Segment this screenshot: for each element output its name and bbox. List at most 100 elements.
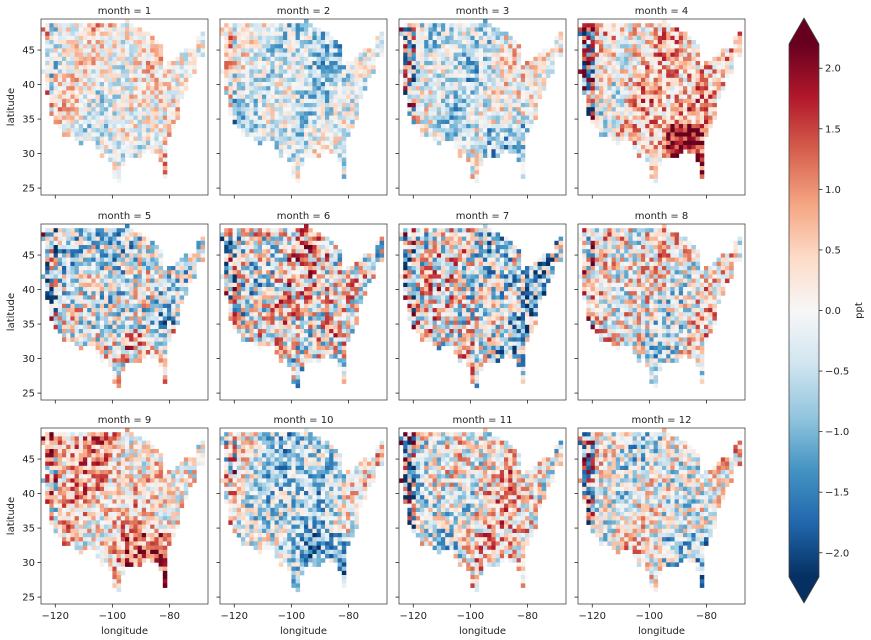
- heatmap-cell: [171, 329, 176, 334]
- heatmap-cell: [636, 94, 642, 100]
- heatmap-cell: [179, 274, 185, 279]
- heatmap-cell: [316, 136, 322, 142]
- heatmap-cell: [320, 86, 326, 91]
- heatmap-cell: [329, 149, 334, 154]
- heatmap-cell: [304, 236, 309, 242]
- heatmap-cell: [529, 111, 534, 116]
- heatmap-cell: [125, 240, 130, 246]
- heatmap-cell: [133, 98, 138, 104]
- heatmap-cell: [529, 65, 534, 70]
- heatmap-cell: [594, 103, 600, 108]
- heatmap-cell: [632, 136, 638, 142]
- heatmap-cell: [620, 128, 625, 133]
- heatmap-cell: [712, 107, 717, 112]
- heatmap-cell: [228, 90, 233, 95]
- heatmap-cell: [57, 35, 63, 41]
- heatmap-cell: [537, 73, 543, 79]
- heatmap-cell: [270, 103, 275, 108]
- heatmap-cell: [91, 236, 96, 242]
- heatmap-cell: [146, 253, 151, 258]
- heatmap-cell: [228, 52, 233, 58]
- heatmap-cell: [171, 308, 176, 313]
- heatmap-cell: [236, 253, 242, 258]
- heatmap-cell: [287, 35, 292, 41]
- heatmap-cell: [116, 354, 122, 359]
- heatmap-cell: [611, 124, 617, 129]
- heatmap-cell: [445, 31, 450, 37]
- heatmap-cell: [628, 35, 633, 41]
- heatmap-cell: [470, 77, 475, 83]
- heatmap-cell: [662, 52, 667, 58]
- heatmap-cell: [57, 77, 63, 83]
- heatmap-cell: [112, 303, 117, 309]
- heatmap-cell: [175, 107, 180, 112]
- heatmap-cell: [308, 119, 313, 125]
- heatmap-cell: [445, 77, 450, 83]
- heatmap-cell: [175, 312, 180, 317]
- heatmap-cell: [362, 52, 368, 58]
- heatmap-cell: [403, 82, 408, 87]
- heatmap-cell: [78, 295, 84, 300]
- heatmap-cell: [99, 228, 105, 233]
- heatmap-cell: [520, 98, 526, 104]
- heatmap-cell: [108, 31, 113, 37]
- heatmap-cell: [137, 61, 143, 66]
- heatmap-cell: [95, 249, 101, 254]
- heatmap-cell: [91, 69, 96, 74]
- heatmap-cell: [99, 124, 105, 129]
- heatmap-cell: [120, 140, 126, 146]
- heatmap-cell: [607, 82, 612, 87]
- heatmap-cell: [232, 115, 238, 121]
- heatmap-cell: [558, 31, 564, 37]
- heatmap-cell: [666, 132, 671, 137]
- heatmap-cell: [470, 174, 475, 179]
- heatmap-cell: [474, 27, 480, 32]
- heatmap-cell: [99, 145, 105, 150]
- heatmap-cell: [108, 295, 113, 300]
- heatmap-cell: [91, 291, 96, 296]
- heatmap-cell: [603, 111, 608, 116]
- heatmap-cell: [57, 48, 63, 53]
- heatmap-cell: [112, 82, 117, 87]
- heatmap-cell: [129, 257, 134, 263]
- heatmap-cell: [487, 56, 492, 62]
- heatmap-cell: [325, 73, 330, 79]
- heatmap-cell: [333, 107, 338, 112]
- heatmap-cell: [228, 228, 233, 233]
- heatmap-cell: [49, 270, 54, 275]
- heatmap-cell: [249, 115, 254, 121]
- heatmap-cell: [232, 40, 238, 45]
- heatmap-cell: [224, 77, 229, 83]
- heatmap-cell: [666, 153, 671, 158]
- heatmap-cell: [645, 115, 650, 121]
- heatmap-cell: [478, 90, 484, 95]
- heatmap-cell: [678, 103, 684, 108]
- heatmap-cell: [224, 48, 229, 53]
- heatmap-cell: [249, 44, 254, 49]
- heatmap-cell: [133, 77, 138, 83]
- heatmap-cell: [83, 341, 88, 347]
- heatmap-cell: [257, 253, 263, 258]
- heatmap-cell: [666, 94, 671, 100]
- heatmap-cell: [116, 132, 122, 137]
- heatmap-cell: [49, 82, 54, 87]
- heatmap-cell: [512, 82, 517, 87]
- heatmap-cell: [529, 107, 534, 112]
- heatmap-cell: [70, 23, 75, 28]
- heatmap-cell: [720, 82, 726, 87]
- heatmap-cell: [53, 320, 59, 326]
- heatmap-cell: [624, 107, 629, 112]
- heatmap-cell: [116, 228, 122, 233]
- heatmap-cell: [45, 52, 50, 58]
- heatmap-cell: [274, 257, 280, 263]
- heatmap-cell: [525, 124, 530, 129]
- heatmap-cell: [133, 345, 138, 351]
- heatmap-cell: [474, 61, 480, 66]
- heatmap-cell: [704, 77, 709, 83]
- heatmap-cell: [375, 52, 380, 58]
- heatmap-cell: [66, 324, 71, 330]
- heatmap-cell: [341, 174, 347, 179]
- heatmap-cell: [632, 94, 638, 100]
- heatmap-cell: [312, 27, 317, 32]
- heatmap-cell: [120, 303, 126, 309]
